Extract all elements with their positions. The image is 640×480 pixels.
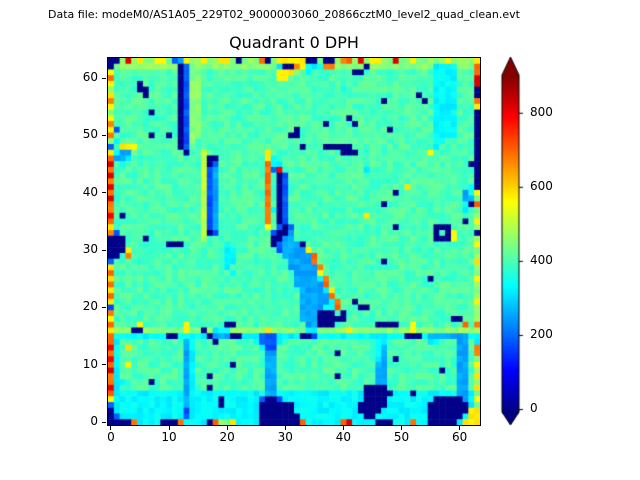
- y-tick-label: 50: [82, 127, 98, 142]
- colorbar-tick-label: 200: [530, 326, 553, 341]
- x-tick-mark: [401, 426, 403, 430]
- x-tick-label: 20: [219, 430, 235, 444]
- y-tick-mark: [102, 249, 106, 251]
- x-tick-label: 50: [393, 430, 410, 444]
- y-tick-label: 40: [82, 184, 98, 199]
- x-tick-mark: [226, 426, 228, 430]
- x-tick-label: 30: [277, 430, 293, 444]
- colorbar-tick-label: 400: [530, 252, 553, 267]
- x-tick-mark: [284, 426, 286, 430]
- y-tick-mark: [102, 77, 106, 79]
- y-tick-mark: [102, 306, 106, 308]
- x-tick-label: 0: [107, 430, 115, 444]
- colorbar: [494, 50, 544, 432]
- x-tick-label: 10: [161, 430, 177, 444]
- data-file-label: Data file: modeM0/AS1A05_229T02_90000030…: [48, 8, 520, 21]
- y-tick-label: 60: [82, 70, 98, 85]
- y-tick-label: 20: [82, 299, 98, 314]
- y-tick-mark: [102, 364, 106, 366]
- y-tick-label: 10: [82, 356, 98, 371]
- axes-frame: [107, 57, 481, 426]
- x-tick-mark: [110, 426, 112, 430]
- x-tick-mark: [459, 426, 461, 430]
- x-tick-label: 40: [335, 430, 352, 444]
- y-tick-mark: [102, 192, 106, 194]
- plot-title: Quadrant 0 DPH: [229, 33, 359, 52]
- x-tick-mark: [342, 426, 344, 430]
- y-tick-label: 0: [90, 414, 98, 429]
- heatmap-image: [108, 58, 480, 425]
- colorbar-tick-label: 800: [530, 104, 553, 119]
- x-tick-mark: [168, 426, 170, 430]
- y-tick-label: 30: [82, 242, 98, 257]
- colorbar-tick-label: 0: [530, 401, 538, 416]
- y-tick-mark: [102, 134, 106, 136]
- x-tick-label: 60: [452, 430, 468, 444]
- colorbar-tick-label: 600: [530, 178, 553, 193]
- y-tick-mark: [102, 421, 106, 423]
